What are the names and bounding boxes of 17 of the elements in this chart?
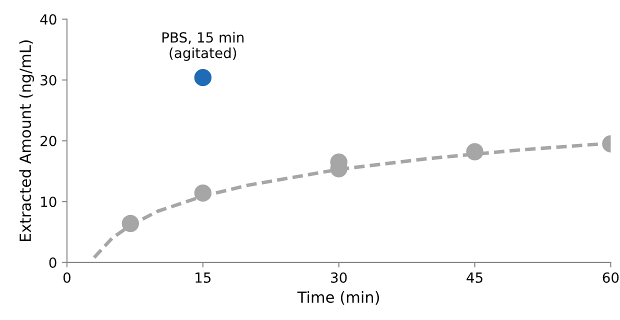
point: [122, 214, 140, 232]
y-tick-label: 40: [40, 14, 56, 25]
x-tick-label: 45: [466, 272, 482, 283]
y-axis-title: Extracted Amount (ng/mL): [19, 40, 34, 242]
point: [194, 68, 212, 86]
x-tick-label: 30: [331, 272, 347, 283]
x-tick-label: 60: [602, 272, 619, 283]
y-tick-label: 10: [41, 196, 56, 208]
y-tick-label: 30: [40, 74, 56, 86]
x-axis-title: Time (min): [297, 291, 380, 305]
x-tick-label: 15: [196, 272, 211, 283]
x-tick-label: 0: [63, 272, 70, 283]
y-tick-label: 0: [49, 257, 56, 268]
y-tick-label: 20: [40, 136, 56, 146]
point: [194, 184, 212, 202]
annotation: PBS, 15 min (agitated): [162, 32, 244, 61]
point: [466, 143, 484, 160]
